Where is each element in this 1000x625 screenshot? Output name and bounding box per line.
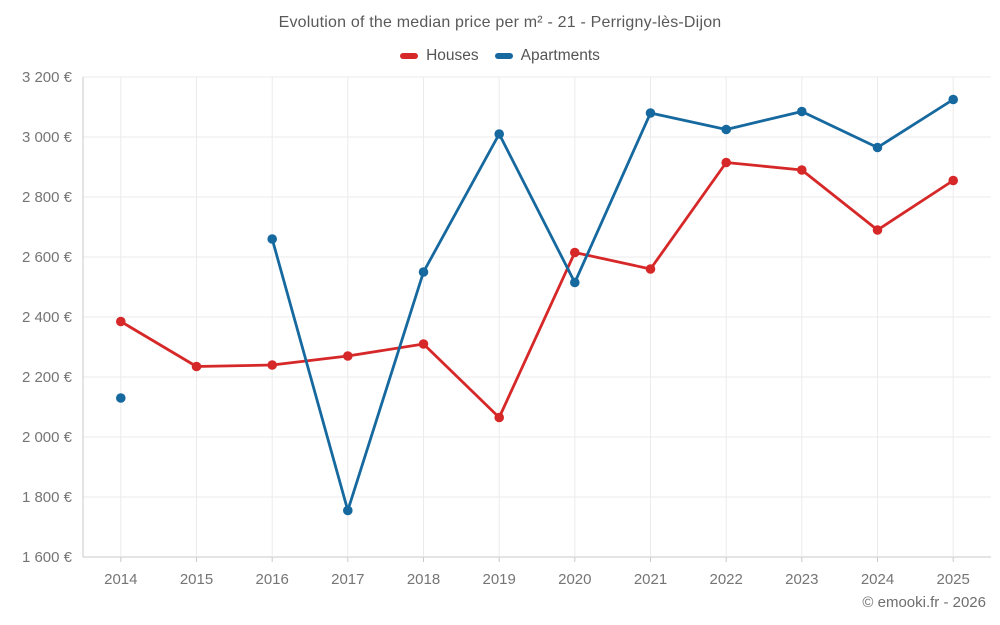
- y-axis-label: 2 600 €: [22, 249, 73, 266]
- data-point-houses-2025[interactable]: [948, 175, 958, 186]
- data-point-houses-2019[interactable]: [494, 412, 505, 423]
- x-axis-label: 2024: [861, 571, 894, 588]
- data-point-apartments-2018[interactable]: [418, 267, 429, 277]
- data-point-apartments-2022[interactable]: [721, 124, 731, 135]
- data-point-houses-2021[interactable]: [645, 264, 656, 274]
- data-point-houses-2020[interactable]: [570, 247, 580, 258]
- y-axis-label: 1 800 €: [22, 489, 73, 506]
- x-axis-label: 2014: [104, 571, 137, 588]
- y-axis-label: 2 400 €: [22, 309, 73, 326]
- chart-title: Evolution of the median price per m² - 2…: [278, 14, 722, 31]
- data-point-apartments-2023[interactable]: [797, 106, 807, 117]
- data-point-apartments-2024[interactable]: [872, 142, 883, 153]
- y-axis-label: 1 600 €: [22, 549, 73, 566]
- legend-swatch-apartments: [494, 53, 513, 59]
- x-axis-label: 2015: [180, 571, 213, 588]
- data-point-apartments-2020[interactable]: [570, 277, 580, 288]
- data-point-apartments-2017[interactable]: [343, 505, 353, 516]
- x-axis-label: 2025: [937, 571, 970, 588]
- legend-swatch-houses: [400, 53, 419, 59]
- data-point-houses-2017[interactable]: [343, 351, 353, 361]
- data-point-houses-2015[interactable]: [191, 361, 202, 372]
- data-point-apartments-2019[interactable]: [494, 129, 505, 139]
- data-point-houses-2024[interactable]: [872, 225, 883, 235]
- x-axis-label: 2023: [785, 571, 818, 588]
- watermark: © emooki.fr - 2026: [862, 594, 986, 611]
- data-point-apartments-2021[interactable]: [645, 108, 656, 118]
- legend-item-apartments[interactable]: Apartments: [494, 47, 600, 65]
- x-axis-label: 2020: [558, 571, 591, 588]
- series-houses: [116, 157, 958, 423]
- y-axis-label: 2 000 €: [22, 429, 73, 446]
- data-point-houses-2023[interactable]: [797, 165, 807, 175]
- series-line-houses: [119, 161, 955, 419]
- series-line-apartments: [270, 98, 955, 512]
- data-point-apartments-2025[interactable]: [948, 94, 958, 105]
- legend-label-houses: Houses: [426, 47, 479, 64]
- y-axis-label: 2 200 €: [22, 369, 73, 386]
- y-axis-label: 2 800 €: [22, 189, 73, 206]
- x-axis-label: 2022: [710, 571, 743, 588]
- y-axis-label: 3 000 €: [22, 129, 73, 146]
- data-point-houses-2016[interactable]: [267, 360, 278, 370]
- data-point-houses-2022[interactable]: [721, 157, 731, 168]
- y-axis-label: 3 200 €: [22, 69, 73, 86]
- data-point-houses-2018[interactable]: [418, 339, 429, 349]
- series-apartments: [116, 94, 958, 516]
- data-point-apartments-2014[interactable]: [116, 393, 126, 403]
- x-axis-label: 2018: [407, 571, 440, 588]
- data-point-houses-2014[interactable]: [116, 316, 126, 327]
- x-axis-label: 2019: [483, 571, 516, 588]
- legend-item-houses[interactable]: Houses: [400, 47, 479, 65]
- x-axis-label: 2021: [634, 571, 667, 588]
- chart-legend: Houses Apartments: [0, 47, 1000, 65]
- data-point-apartments-2016[interactable]: [267, 234, 278, 244]
- x-axis-label: 2017: [331, 571, 364, 588]
- legend-label-apartments: Apartments: [520, 47, 600, 64]
- x-axis-label: 2016: [256, 571, 289, 588]
